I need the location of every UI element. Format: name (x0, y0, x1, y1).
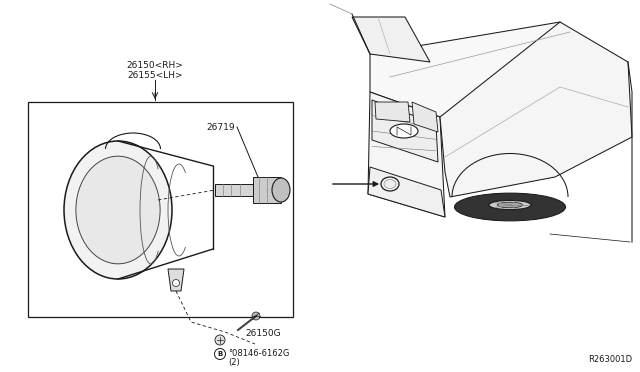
Ellipse shape (215, 335, 225, 345)
Polygon shape (372, 100, 438, 162)
Polygon shape (368, 167, 445, 217)
Ellipse shape (489, 201, 531, 209)
Text: 26155<LH>: 26155<LH> (127, 71, 183, 80)
Polygon shape (370, 22, 622, 117)
Polygon shape (412, 102, 438, 132)
Text: B: B (218, 351, 223, 357)
Ellipse shape (381, 177, 399, 191)
Text: 26719: 26719 (206, 122, 235, 131)
Text: (2): (2) (228, 359, 240, 368)
Ellipse shape (252, 312, 260, 320)
Ellipse shape (454, 193, 566, 221)
Ellipse shape (76, 156, 160, 264)
Ellipse shape (272, 178, 290, 202)
Text: 26150G: 26150G (245, 330, 280, 339)
Bar (253, 177, 281, 203)
Ellipse shape (390, 124, 418, 138)
Ellipse shape (384, 180, 396, 189)
Ellipse shape (214, 349, 225, 359)
Ellipse shape (64, 141, 172, 279)
Bar (215, 184, 253, 196)
Polygon shape (368, 92, 445, 217)
Ellipse shape (497, 202, 523, 208)
Text: 26150<RH>: 26150<RH> (127, 61, 184, 70)
Polygon shape (352, 17, 430, 62)
Polygon shape (375, 102, 410, 122)
Bar (28, 102, 293, 317)
Text: R263001D: R263001D (588, 355, 632, 364)
Polygon shape (440, 22, 632, 197)
Ellipse shape (173, 279, 179, 286)
Polygon shape (168, 269, 184, 291)
Text: °08146-6162G: °08146-6162G (228, 350, 289, 359)
